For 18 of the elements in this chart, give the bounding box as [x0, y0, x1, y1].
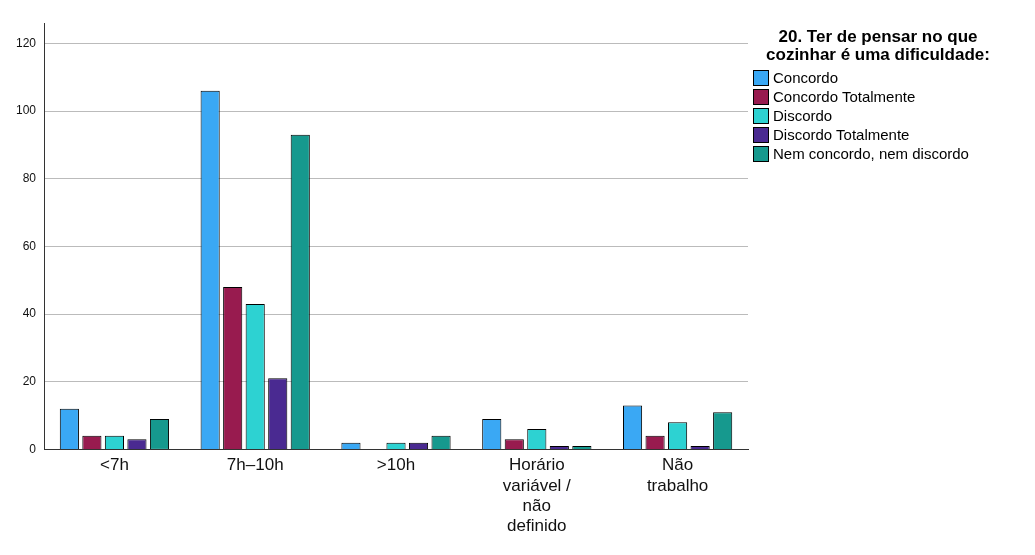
legend-label: Nem concordo, nem discordo	[773, 145, 969, 162]
legend-label: Discordo Totalmente	[773, 126, 910, 143]
x-tick-label: Não trabalho	[646, 455, 709, 495]
y-tick-label: 60	[22, 238, 37, 253]
x-tick-label: Horário variável / não definido	[502, 455, 572, 536]
y-tick-label: 20	[22, 374, 37, 389]
y-tick-label: 0	[29, 441, 37, 456]
legend-title: 20. Ter de pensar no que cozinhar é uma dificuldade:	[765, 27, 991, 64]
y-tick-label: 100	[15, 103, 37, 118]
x-tick-label: 7h–10h	[226, 455, 284, 475]
y-tick-label: 40	[22, 306, 37, 321]
y-tick-label: 80	[22, 171, 37, 186]
legend-label: Concordo Totalmente	[773, 88, 916, 105]
legend-label: Discordo	[773, 107, 833, 124]
x-tick-label: <7h	[100, 455, 129, 475]
legend-label: Concordo	[773, 69, 839, 86]
y-tick-label: 120	[15, 35, 37, 50]
x-tick-label: >10h	[376, 455, 416, 475]
